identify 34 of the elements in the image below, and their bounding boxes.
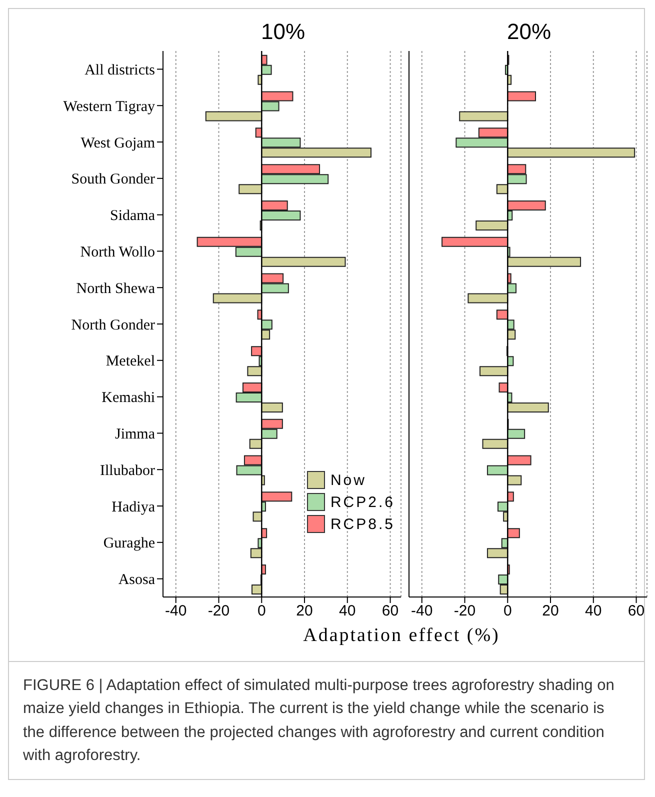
y-tick-label: Hadiya	[112, 499, 156, 516]
x-tick-label: 60	[628, 602, 645, 620]
y-tick-label: North Wollo	[80, 244, 155, 261]
chart-title: 20%	[506, 19, 552, 46]
y-tick-label: Metekel	[106, 354, 155, 370]
y-tick-label: West Gojam	[80, 135, 156, 152]
x-tick-label: -40	[165, 602, 187, 620]
chart-title: 10%	[260, 19, 306, 46]
y-tick-label: Kemashi	[102, 390, 155, 406]
legend-label: Now	[330, 472, 366, 488]
x-tick-label: 0	[257, 602, 266, 620]
y-tick-label: Illubabor	[100, 462, 156, 479]
y-tick-label: Western Tigray	[63, 98, 156, 115]
legend-label: RCP2.6	[330, 494, 395, 510]
x-axis-title: Adaptation effect (%)	[302, 625, 501, 647]
caption: FIGURE 6 | Adaptation effect of simulated multi-purpose trees agroforestry shading on maize yield changes in Ethiopia. The current is the yield change while the scenario is the difference between the projected changes with agroforestry and current condition with agroforestry.	[9, 661, 644, 779]
y-tick-label: North Shewa	[76, 280, 156, 297]
y-tick-label: All districts	[84, 62, 156, 79]
x-tick-label: 60	[382, 602, 399, 620]
y-tick-label: Asosa	[118, 572, 156, 588]
y-tick-label: South Gonder	[71, 172, 155, 188]
y-tick-label: Guraghe	[103, 536, 156, 552]
y-tick-label: Jimma	[115, 426, 156, 443]
x-tick-label: 0	[503, 602, 512, 620]
y-tick-label: North Gonder	[71, 317, 155, 334]
x-tick-label: -20	[454, 602, 476, 620]
x-tick-label: 20	[296, 602, 313, 620]
x-tick-label: 40	[585, 602, 602, 620]
legend-label: RCP8.5	[330, 516, 395, 532]
y-tick-label: Sidama	[110, 208, 156, 224]
x-tick-label: 20	[542, 602, 559, 620]
x-tick-label: -40	[411, 602, 433, 620]
x-tick-label: 40	[339, 602, 356, 620]
x-tick-label: -20	[208, 602, 230, 620]
